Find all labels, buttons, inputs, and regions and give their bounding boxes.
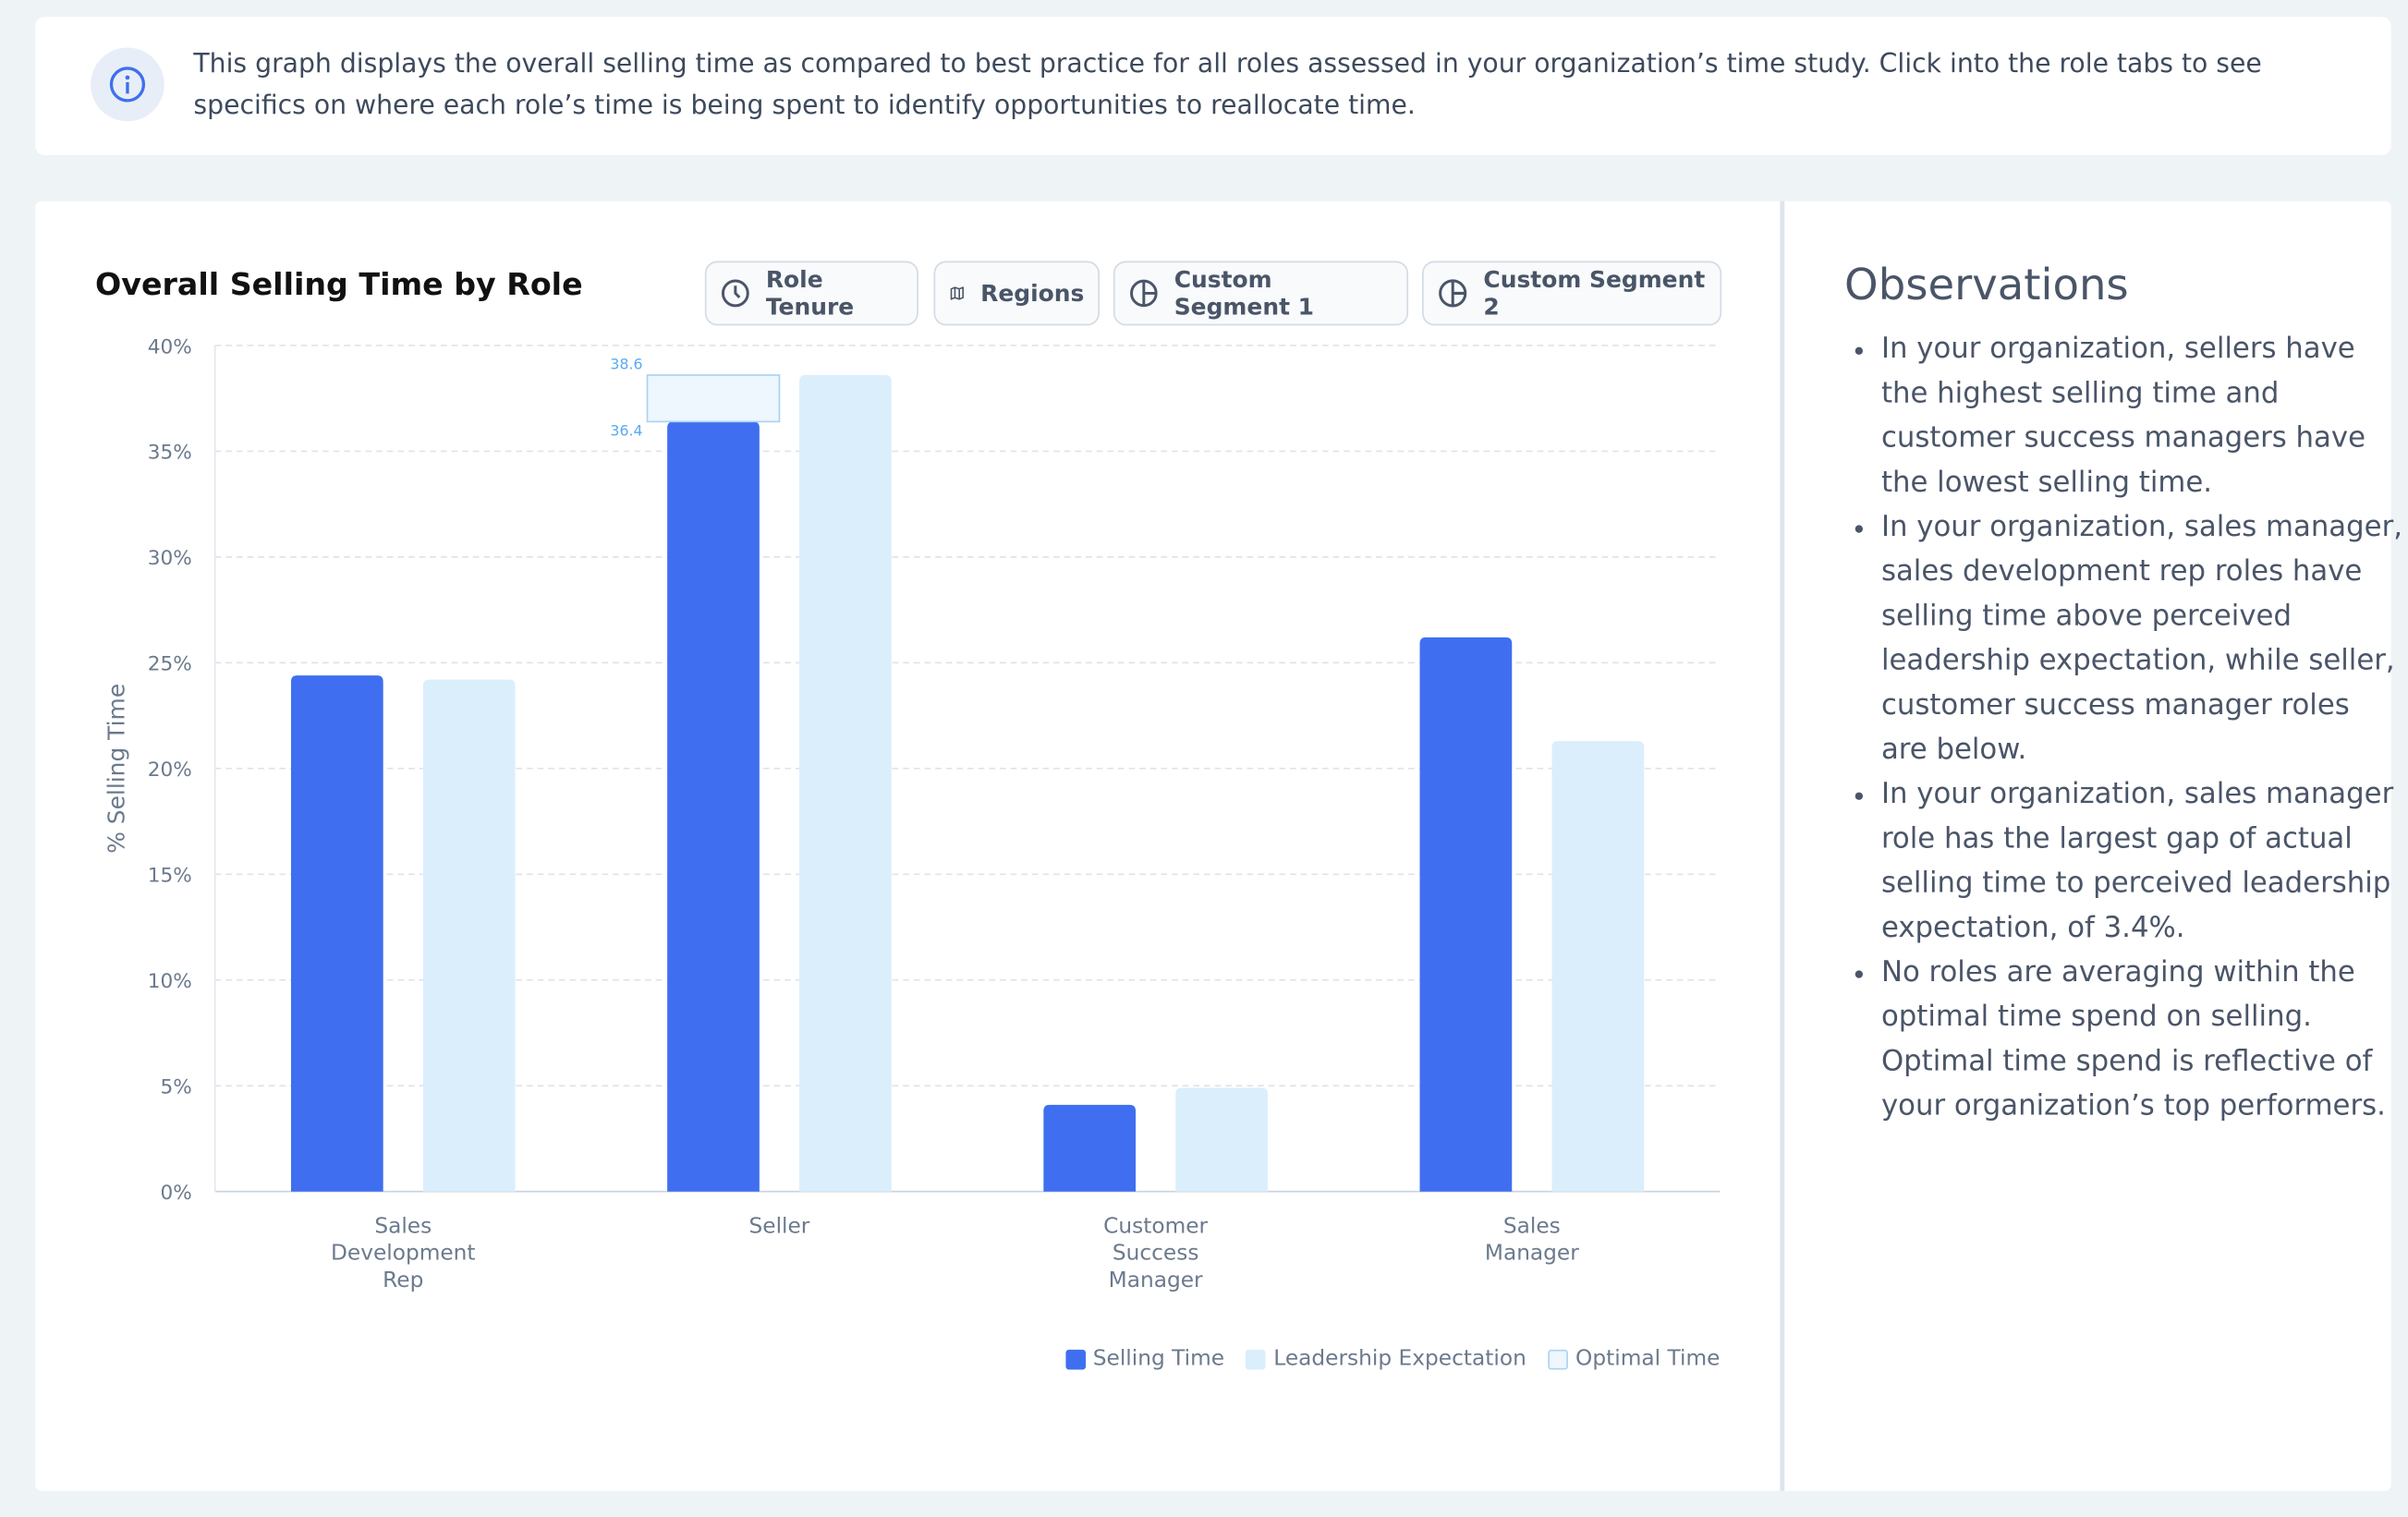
segment-icon [1439,279,1467,308]
y-tick-label: 5% [160,1076,191,1099]
observation-item: In your organization, sales manager, sal… [1881,505,2403,772]
observation-item: No roles are averaging within the optima… [1881,951,2403,1129]
y-tick-label: 35% [148,442,192,465]
y-tick-label: 20% [148,758,192,782]
y-tick-label: 25% [148,653,192,676]
legend-label: Leadership Expectation [1273,1346,1526,1372]
observations-title: Observations [1844,259,2129,310]
x-tick-label: Manager [1485,1241,1579,1266]
observation-item: In your organization, sales manager role… [1881,772,2403,951]
y-tick-label: 0% [160,1182,191,1205]
y-tick-label: 10% [148,970,192,993]
custom-segment-1-button[interactable]: Custom Segment 1 [1113,261,1409,326]
x-tick-label: Development [331,1241,476,1266]
bar-selling-time [290,675,383,1192]
regions-button[interactable]: Regions [933,261,1100,326]
divider [1780,200,1785,1491]
chart-legend: Selling Time Leadership Expectation Opti… [1064,1346,1721,1372]
info-banner: This graph displays the overall selling … [35,17,2391,155]
x-tick-label: Manager [1109,1268,1203,1292]
legend-label: Optimal Time [1575,1346,1721,1372]
button-label: Regions [980,279,1085,308]
button-label: Role Tenure [765,265,855,322]
observations-list: In your organization, sellers have the h… [1844,327,2403,1129]
x-tick-label: Sales [374,1214,432,1239]
legend-leadership-expectation[interactable]: Leadership Expectation [1246,1346,1526,1372]
x-tick-label: Rep [383,1268,423,1292]
bar-chart: 0% 5% 10% 15% 20% 25% 30% 35% 40% % Selling Time S… [103,335,1721,1292]
chart-title: Overall Selling Time by Role [95,265,583,303]
legend-label: Selling Time [1092,1346,1225,1372]
x-tick-label: Success [1113,1241,1199,1266]
y-axis-title: % Selling Time [103,684,130,854]
bar-selling-time [1419,637,1513,1192]
button-label: Custom Segment 2 [1483,265,1706,322]
optimal-high-label: 38.6 [610,355,642,372]
bar-selling-time [667,421,760,1192]
bar-selling-time [1043,1104,1137,1192]
map-icon [950,286,964,300]
x-tick-label: Sales [1503,1214,1561,1239]
custom-segment-2-button[interactable]: Custom Segment 2 [1422,261,1722,326]
observation-item: In your organization, sellers have the h… [1881,327,2403,505]
optimal-low-label: 36.4 [610,421,642,439]
legend-selling-time[interactable]: Selling Time [1064,1346,1225,1372]
info-text: This graph displays the overall selling … [193,49,2262,122]
y-tick-label: 30% [148,547,192,570]
bar-leadership-expectation [422,679,516,1192]
y-tick-label: 40% [148,335,192,358]
legend-optimal-time[interactable]: Optimal Time [1548,1346,1721,1372]
x-tick-label: Customer [1103,1214,1208,1239]
y-tick-label: 15% [148,865,192,888]
role-tenure-button[interactable]: Role Tenure [704,261,918,326]
segment-icon [1130,279,1158,308]
info-icon [91,47,164,122]
bar-leadership-expectation [1175,1087,1268,1192]
clock-icon [721,279,749,308]
optimal-range-box [646,374,781,423]
x-tick-label: Seller [749,1214,810,1239]
chart-card: Overall Selling Time by Role Role Tenure… [35,200,2402,1491]
button-label: Custom Segment 1 [1174,265,1315,322]
bar-leadership-expectation [799,375,892,1192]
bar-leadership-expectation [1551,741,1645,1192]
